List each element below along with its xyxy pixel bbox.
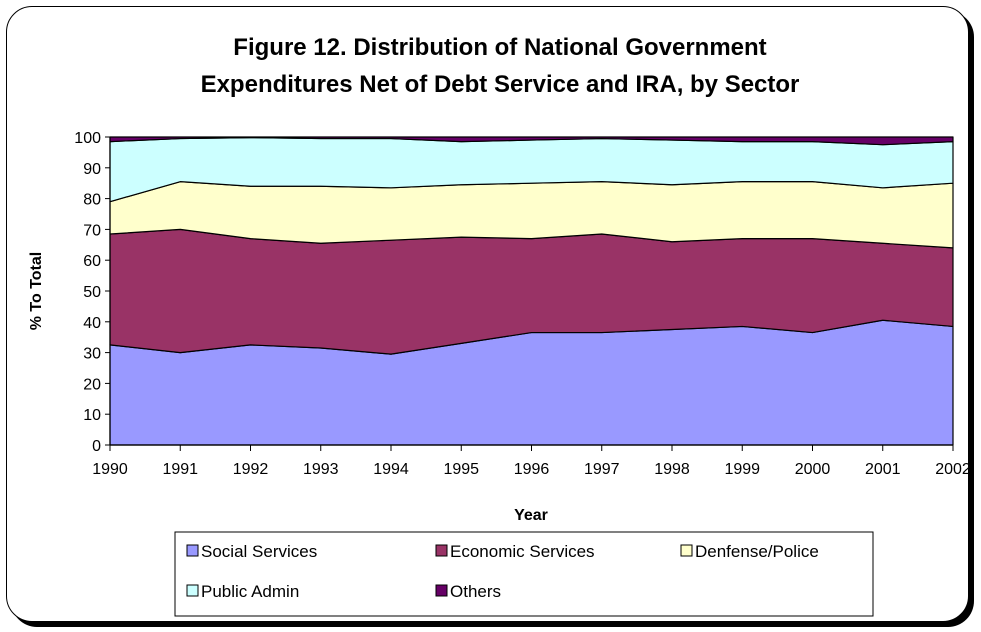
legend-label-denfense-police: Denfense/Police bbox=[695, 542, 819, 561]
legend-swatch-others bbox=[435, 584, 448, 597]
legend-label-others: Others bbox=[450, 582, 501, 601]
x-tick-label: 1992 bbox=[233, 461, 269, 478]
y-axis-title: % To Total bbox=[28, 252, 45, 331]
x-axis-title: Year bbox=[514, 507, 548, 524]
x-tick-label: 1990 bbox=[92, 461, 128, 478]
y-tick-label: 60 bbox=[83, 253, 101, 270]
y-tick-label: 20 bbox=[83, 376, 101, 393]
x-tick-label: 1994 bbox=[373, 461, 409, 478]
y-tick-label: 70 bbox=[83, 222, 101, 239]
area-others bbox=[109, 136, 954, 146]
y-tick-label: 0 bbox=[92, 438, 101, 455]
x-tick-label: 2000 bbox=[795, 461, 831, 478]
y-tick-label: 90 bbox=[83, 161, 101, 178]
y-tick-label: 100 bbox=[74, 130, 101, 147]
legend-swatch-public-admin bbox=[186, 584, 199, 597]
legend-label-social-services: Social Services bbox=[201, 542, 317, 561]
y-tick-label: 50 bbox=[83, 284, 101, 301]
x-tick-label: 1998 bbox=[654, 461, 690, 478]
y-tick-label: 30 bbox=[83, 346, 101, 363]
x-tick-label: 1999 bbox=[724, 461, 760, 478]
x-tick-label: 1991 bbox=[162, 461, 198, 478]
y-tick-label: 80 bbox=[83, 192, 101, 209]
legend-swatch-social-services bbox=[186, 544, 199, 557]
axes bbox=[105, 136, 954, 451]
legend-label-public-admin: Public Admin bbox=[201, 582, 299, 601]
x-tick-label: 2001 bbox=[865, 461, 901, 478]
x-tick-labels: 1990 1991 1992 1993 1994 1995 1996 1997 1998 1999… bbox=[92, 461, 971, 478]
y-tick-label: 10 bbox=[83, 407, 101, 424]
area-layers bbox=[109, 136, 954, 446]
chart-title-line-1: Figure 12. Distribution of National Gove… bbox=[233, 34, 766, 61]
legend-label-economic-services: Economic Services bbox=[450, 542, 595, 561]
y-tick-labels: 0 10 20 30 40 50 60 70 80 90 100 bbox=[74, 130, 101, 455]
x-tick-label: 1996 bbox=[514, 461, 550, 478]
x-tick-label: 1995 bbox=[443, 461, 479, 478]
y-tick-label: 40 bbox=[83, 315, 101, 332]
legend-swatch-denfense-police bbox=[680, 544, 693, 557]
legend-swatch-economic-services bbox=[435, 544, 448, 557]
x-tick-label: 2002 bbox=[935, 461, 971, 478]
chart-title-line-2: Expenditures Net of Debt Service and IRA… bbox=[201, 71, 800, 98]
legend: Social Services Economic Services Denfense… bbox=[174, 531, 874, 617]
legend-box bbox=[174, 531, 874, 617]
x-tick-label: 1993 bbox=[303, 461, 339, 478]
x-tick-label: 1997 bbox=[584, 461, 620, 478]
